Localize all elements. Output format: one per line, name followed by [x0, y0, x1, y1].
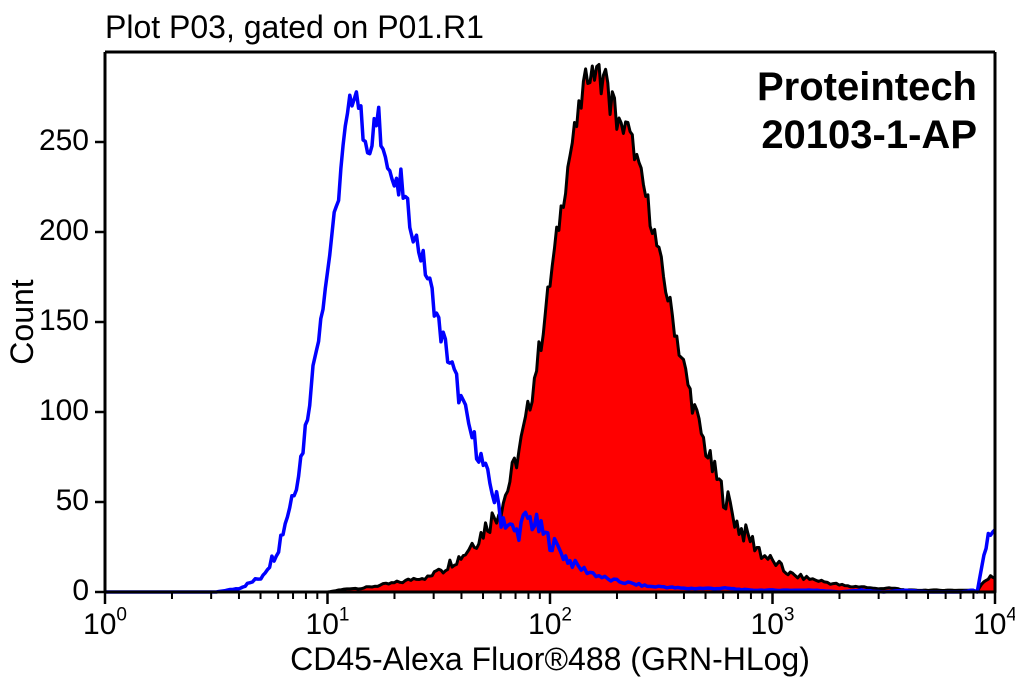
y-tick-label: 200 — [39, 214, 89, 247]
brand-name: Proteintech — [757, 65, 977, 109]
y-axis-title: Count — [4, 279, 40, 365]
y-tick-label: 100 — [39, 394, 89, 427]
y-tick-label: 50 — [56, 484, 89, 517]
y-tick-label: 250 — [39, 124, 89, 157]
y-tick-label: 150 — [39, 304, 89, 337]
flow-cytometry-histogram: 050100150200250100101102103104CD45-Alexa… — [0, 0, 1015, 683]
plot-title: Plot P03, gated on P01.R1 — [105, 9, 484, 45]
catalog-number: 20103-1-AP — [761, 113, 977, 157]
x-axis-title: CD45-Alexa Fluor®488 (GRN-HLog) — [290, 641, 810, 677]
y-tick-label: 0 — [72, 574, 89, 607]
plot-svg: 050100150200250100101102103104CD45-Alexa… — [0, 0, 1015, 683]
